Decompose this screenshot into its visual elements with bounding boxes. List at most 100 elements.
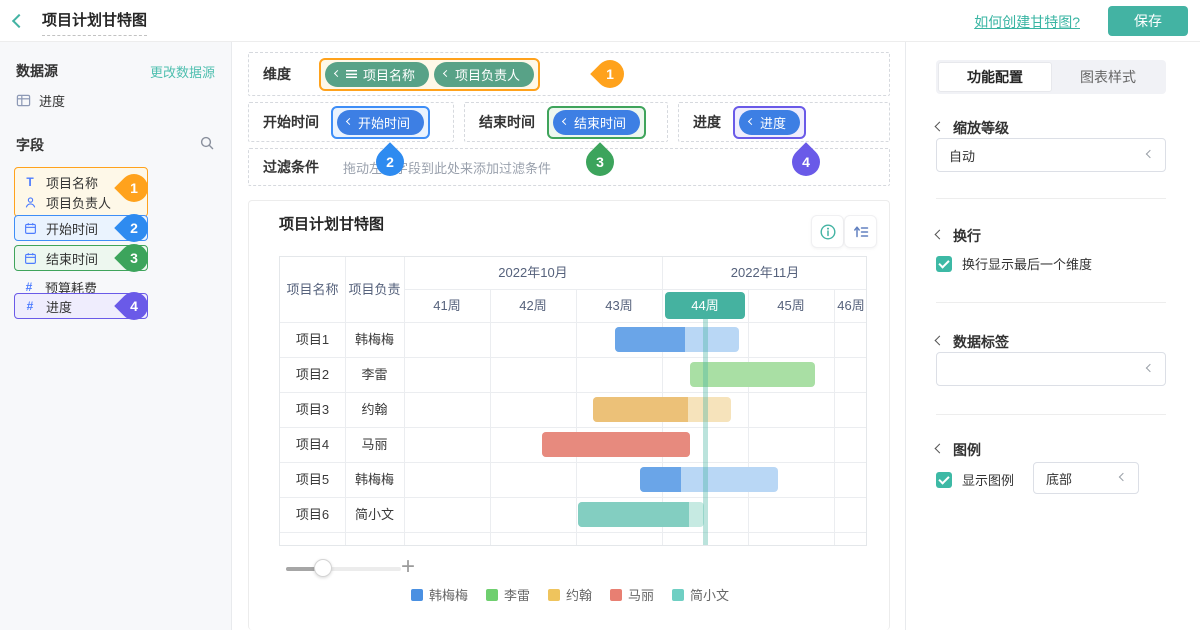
- chevron-down-icon: [747, 117, 756, 125]
- today-line: [702, 319, 708, 545]
- filter-drop-zone[interactable]: 过滤条件 拖动左侧字段到此处来添加过滤条件: [248, 148, 890, 186]
- chevron-down-icon: [1145, 363, 1155, 373]
- end-chip-group: 结束时间: [547, 105, 647, 139]
- chip-project-name[interactable]: 项目名称: [325, 61, 430, 87]
- chevron-down-icon: [345, 117, 354, 125]
- chip-project-owner[interactable]: 项目负责人: [434, 61, 535, 87]
- marker-pin-4: 4: [786, 142, 826, 182]
- week-label: 43周: [605, 298, 633, 313]
- legend-item[interactable]: 李雷: [485, 585, 530, 604]
- datasource-item[interactable]: 进度: [16, 91, 65, 110]
- calendar-icon: [23, 222, 37, 235]
- info-button[interactable]: [811, 215, 844, 248]
- sort-button[interactable]: [844, 215, 877, 248]
- marker-pin-3: 3: [114, 238, 154, 278]
- back-button[interactable]: [11, 12, 34, 32]
- legend-swatch: [410, 588, 423, 601]
- field-item-end-time[interactable]: 结束时间: [15, 248, 147, 268]
- end-time-drop-zone[interactable]: 结束时间 结束时间: [464, 102, 668, 142]
- show-legend-row: 显示图例: [936, 470, 1014, 489]
- legend-item[interactable]: 韩梅梅: [410, 585, 468, 604]
- legend-label: 约翰: [565, 588, 592, 603]
- grid-line: [280, 392, 866, 393]
- section-zoom-level[interactable]: 缩放等级: [934, 118, 1009, 138]
- field-item-start-time[interactable]: 开始时间: [15, 218, 147, 238]
- help-link[interactable]: 如何创建甘特图?: [974, 14, 1080, 30]
- gantt-bar[interactable]: [541, 432, 691, 457]
- chevron-down-icon: [442, 69, 451, 77]
- month-label: 2022年11月: [730, 265, 800, 280]
- top-bar: 项目计划甘特图 如何创建甘特图? 保存: [0, 0, 1200, 42]
- chevron-down-icon: [1145, 149, 1155, 159]
- chevron-down-icon: [333, 69, 342, 77]
- data-label-select[interactable]: [936, 352, 1166, 386]
- left-sidebar: 数据源 更改数据源 进度 字段 T 项目名称 项目负责人 开始时间: [0, 42, 232, 630]
- progress-drop-zone[interactable]: 进度 进度: [678, 102, 890, 142]
- owner-cell: 韩梅梅: [354, 332, 394, 347]
- owner-cell: 约翰: [361, 402, 388, 417]
- gantt-bar[interactable]: [639, 467, 779, 492]
- chart-title: 项目计划甘特图: [279, 216, 385, 233]
- legend-label: 韩梅梅: [428, 588, 468, 603]
- field-item-project-name[interactable]: T 项目名称: [15, 172, 147, 192]
- legend-item[interactable]: 马丽: [610, 585, 654, 604]
- field-item-progress[interactable]: # 进度: [15, 296, 147, 316]
- marker-pin-2: 2: [370, 142, 410, 182]
- divider: [936, 302, 1166, 303]
- grid-line: [280, 322, 866, 323]
- chevron-down-icon: [934, 443, 945, 454]
- info-icon: [819, 223, 836, 240]
- dimension-label: 维度: [263, 66, 291, 82]
- gantt-bar-progress: [593, 397, 689, 422]
- legend-item[interactable]: 简小文: [672, 585, 729, 604]
- section-wrap[interactable]: 换行: [934, 226, 981, 246]
- legend-position-select[interactable]: 底部: [1033, 462, 1139, 494]
- section-data-label[interactable]: 数据标签: [934, 332, 1009, 352]
- change-datasource-link[interactable]: 更改数据源: [149, 65, 215, 80]
- gantt-bar[interactable]: [690, 362, 816, 387]
- gantt-bar-progress: [541, 432, 691, 457]
- start-time-drop-zone[interactable]: 开始时间 开始时间: [248, 102, 454, 142]
- section-legend[interactable]: 图例: [934, 440, 981, 460]
- gantt-bar[interactable]: [593, 397, 731, 422]
- field-item-project-owner[interactable]: 项目负责人: [15, 192, 147, 212]
- field-item-budget[interactable]: # 预算耗费: [14, 277, 148, 297]
- datasource-title: 数据源: [16, 63, 58, 79]
- grid-line: [280, 427, 866, 428]
- save-button[interactable]: 保存: [1108, 6, 1188, 36]
- wrap-checkbox-row: 换行显示最后一个维度: [936, 254, 1092, 273]
- column-header: 项目名称: [286, 282, 339, 297]
- grid-line: [490, 289, 491, 545]
- chip-start-time[interactable]: 开始时间: [337, 109, 425, 135]
- zoom-slider-handle[interactable]: [314, 559, 332, 577]
- current-week-cell: 44周: [665, 292, 745, 319]
- tab-function-config[interactable]: 功能配置: [938, 62, 1052, 92]
- divider: [936, 414, 1166, 415]
- chip-end-time[interactable]: 结束时间: [553, 109, 641, 135]
- zoom-slider-track[interactable]: [286, 567, 401, 571]
- wrap-checkbox[interactable]: [936, 255, 952, 272]
- grid-line: [280, 532, 866, 533]
- progress-chip-group: 进度: [733, 105, 807, 139]
- calendar-icon: [23, 252, 37, 265]
- show-legend-checkbox[interactable]: [936, 471, 952, 488]
- legend-item[interactable]: 约翰: [547, 585, 592, 604]
- chevron-down-icon: [561, 117, 570, 125]
- chip-progress[interactable]: 进度: [739, 109, 801, 135]
- search-icon[interactable]: [199, 135, 215, 151]
- zoom-in-plus-icon[interactable]: +: [401, 553, 416, 580]
- legend-swatch: [672, 588, 685, 601]
- chevron-down-icon: [934, 335, 945, 346]
- dimension-drop-zone[interactable]: 维度 项目名称 项目负责人: [248, 52, 890, 96]
- zoom-level-select[interactable]: 自动: [936, 138, 1166, 172]
- gantt-bar[interactable]: [577, 502, 705, 527]
- datasource-name: 进度: [39, 94, 66, 109]
- gantt-bar[interactable]: [614, 327, 740, 352]
- project-cell: 项目3: [295, 402, 330, 417]
- legend-label: 简小文: [690, 588, 730, 603]
- chevron-down-icon: [934, 121, 945, 132]
- marker-pin-4: 4: [114, 286, 154, 326]
- tab-chart-style[interactable]: 图表样式: [1080, 69, 1136, 85]
- column-header: 项目负责: [348, 282, 401, 297]
- week-label: 42周: [519, 298, 547, 313]
